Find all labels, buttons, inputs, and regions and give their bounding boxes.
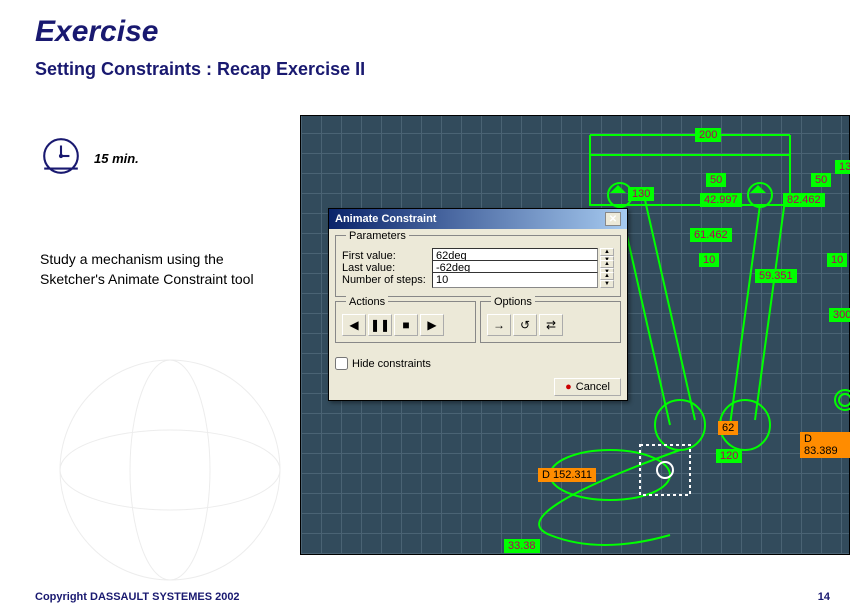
animate-constraint-dialog: Animate Constraint ✕ Parameters First va… [328, 208, 628, 401]
stop-button[interactable]: ■ [394, 314, 418, 336]
last-value-label: Last value: [342, 262, 432, 274]
spin-up[interactable]: ▲ [600, 248, 614, 256]
parameters-label: Parameters [346, 230, 409, 242]
dialog-title-text: Animate Constraint [335, 213, 436, 225]
cancel-button[interactable]: ● Cancel [554, 378, 621, 396]
steps-label: Number of steps: [342, 274, 432, 286]
copyright-text: Copyright DASSAULT SYSTEMES 2002 [35, 591, 240, 603]
hide-constraints-checkbox[interactable] [335, 357, 348, 370]
actions-label: Actions [346, 296, 388, 308]
dim-62: 62 [718, 421, 738, 435]
options-fieldset: Options → ↺ ⇄ [480, 301, 621, 343]
dim-50a: 50 [706, 173, 726, 187]
dim-82462: 82.462 [783, 193, 825, 207]
actions-fieldset: Actions ◀ ❚❚ ■ ▶ [335, 301, 476, 343]
loop-button[interactable]: ⇄ [539, 314, 563, 336]
dim-59351: 59.351 [755, 269, 797, 283]
page-number: 14 [818, 591, 830, 603]
steps-input[interactable] [432, 272, 598, 288]
play-button[interactable]: ▶ [420, 314, 444, 336]
dim-10b: 10 [827, 253, 847, 267]
dim-120: 120 [716, 449, 742, 463]
once-button[interactable]: → [487, 314, 511, 336]
reverse-button[interactable]: ↺ [513, 314, 537, 336]
parameters-fieldset: Parameters First value: ▲▼ Last value: ▲… [335, 235, 621, 297]
footer: Copyright DASSAULT SYSTEMES 2002 14 [35, 591, 830, 603]
dim-200: 200 [695, 128, 721, 142]
spin-up[interactable]: ▲ [600, 272, 614, 280]
options-label: Options [491, 296, 535, 308]
page-title: Exercise [0, 0, 850, 54]
dim-10a: 10 [699, 253, 719, 267]
timer: 15 min. [40, 135, 139, 182]
dialog-titlebar[interactable]: Animate Constraint ✕ [329, 209, 627, 229]
clock-icon [40, 135, 82, 182]
dim-d83389: D 83.389 [800, 432, 850, 458]
first-value-label: First value: [342, 250, 432, 262]
dim-3338: 33.38 [504, 539, 540, 553]
dim-61462: 61.462 [690, 228, 732, 242]
spin-up[interactable]: ▲ [600, 260, 614, 268]
dim-130a: 130 [835, 160, 850, 174]
dim-d152311: D 152.311 [538, 468, 596, 482]
page-subtitle: Setting Constraints : Recap Exercise II [0, 54, 850, 95]
dim-50b: 50 [811, 173, 831, 187]
spin-down[interactable]: ▼ [600, 280, 614, 288]
description-text: Study a mechanism using the Sketcher's A… [40, 250, 290, 289]
dim-42997: 42.997 [700, 193, 742, 207]
cancel-icon: ● [565, 381, 572, 393]
dim-300: 300 [829, 308, 850, 322]
close-button[interactable]: ✕ [605, 212, 621, 226]
dim-130b: 130 [628, 187, 654, 201]
rewind-button[interactable]: ◀ [342, 314, 366, 336]
cancel-label: Cancel [576, 381, 610, 393]
timer-label: 15 min. [94, 151, 139, 166]
pause-button[interactable]: ❚❚ [368, 314, 392, 336]
watermark-globe [40, 350, 300, 590]
hide-constraints-label: Hide constraints [352, 358, 431, 370]
